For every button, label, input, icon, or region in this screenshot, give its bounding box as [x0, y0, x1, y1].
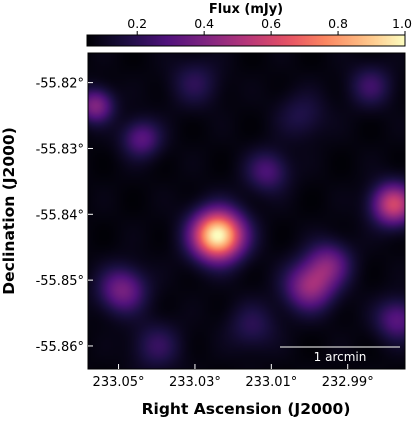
colorbar-ticks: 0.2 0.4 0.6 0.8 1.0: [127, 16, 412, 35]
x-tick-label: 232.99°: [322, 375, 374, 390]
y-tick-label: -55.85°: [36, 274, 84, 289]
x-tick-label: 233.01°: [245, 375, 297, 390]
plot-frame: [87, 52, 406, 370]
colorbar-tick-label: 0.2: [127, 16, 147, 31]
x-axis-ticks: 233.05° 233.03° 233.01° 232.99°: [93, 364, 374, 390]
colorbar-tick-label: 1.0: [392, 16, 412, 31]
scale-bar: 1 arcmin: [280, 346, 400, 364]
y-tick-label: -55.84°: [36, 208, 84, 223]
y-tick-label: -55.83°: [36, 142, 84, 157]
y-axis-label: Declination (J2000): [0, 127, 18, 295]
colorbar-tick-label: 0.8: [328, 16, 348, 31]
colorbar: [86, 34, 406, 47]
y-tick-label: -55.82°: [36, 77, 84, 92]
y-tick-label: -55.86°: [36, 340, 84, 355]
scale-bar-label: 1 arcmin: [314, 350, 367, 364]
x-tick-label: 233.03°: [169, 375, 221, 390]
colorbar-label: Flux (mJy): [209, 2, 283, 17]
x-axis-label: Right Ascension (J2000): [142, 400, 351, 418]
map-plot-area: [87, 52, 406, 370]
colorbar-tick-label: 0.6: [261, 16, 281, 31]
x-tick-label: 233.05°: [93, 375, 145, 390]
flux-map-image: [88, 53, 405, 369]
y-axis-ticks: -55.82° -55.83° -55.84° -55.85° -55.86°: [36, 77, 93, 355]
colorbar-tick-label: 0.4: [194, 16, 214, 31]
